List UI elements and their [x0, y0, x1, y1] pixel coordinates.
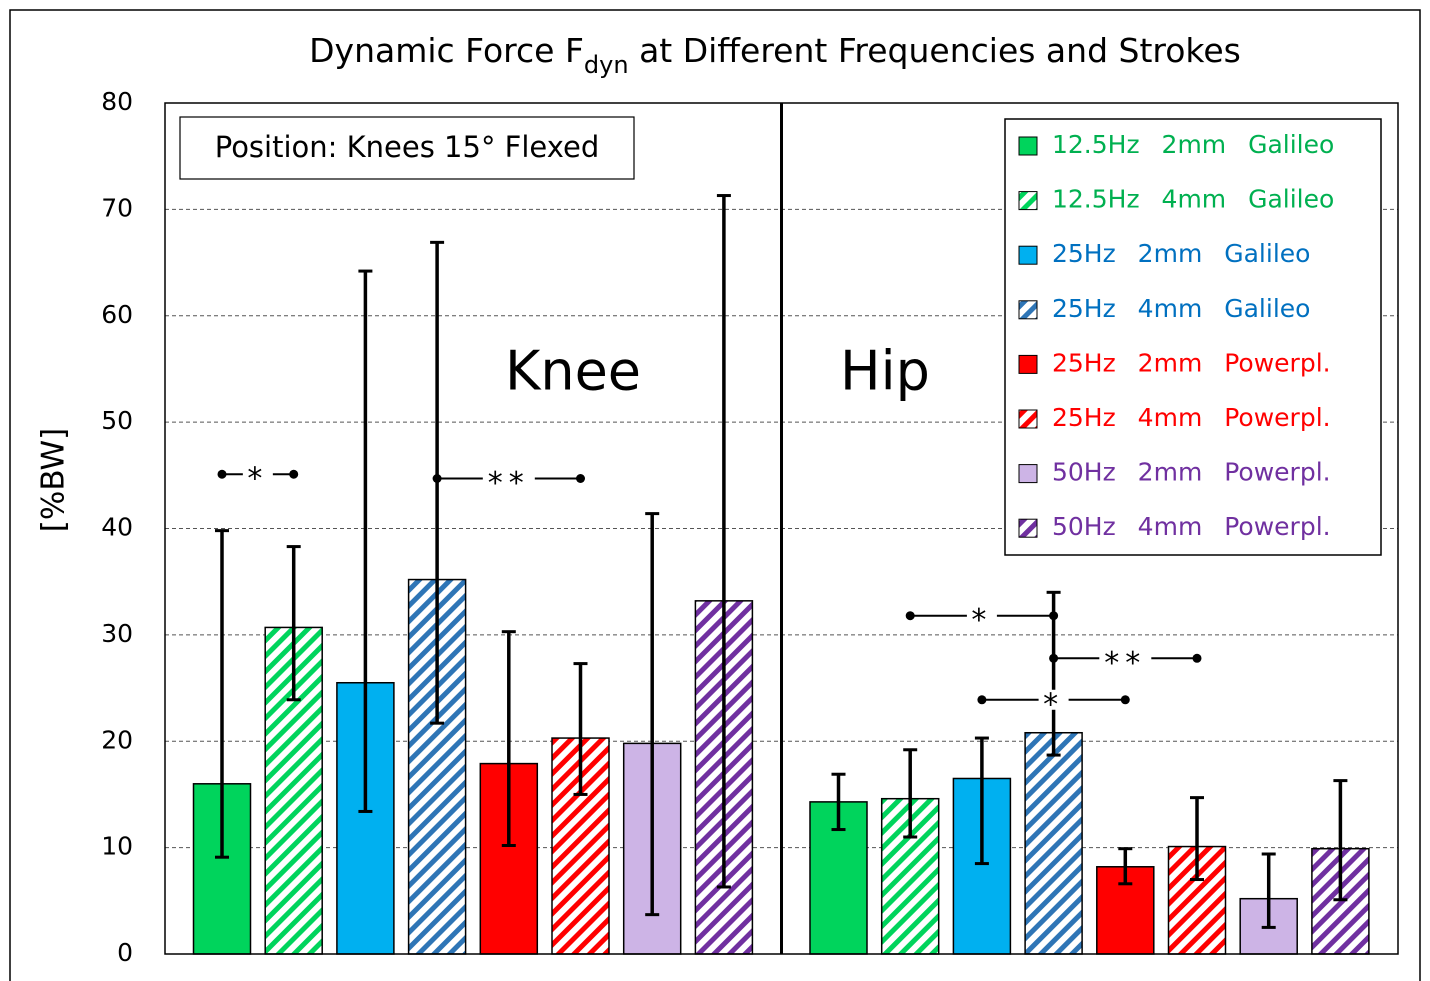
significance-dot [576, 474, 585, 484]
significance-dot [905, 611, 915, 621]
significance-dot [1120, 695, 1130, 705]
significance-label: * [971, 603, 992, 638]
legend-label: 12.5Hz 2mm Galileo [1052, 130, 1334, 159]
legend-swatch [1018, 300, 1038, 320]
bar [880, 797, 940, 955]
significance-label: ** [488, 466, 530, 501]
plot-border [164, 102, 1399, 955]
y-tick-label: 20 [101, 725, 133, 754]
category-label: Knee [505, 340, 641, 403]
legend-swatch [1018, 136, 1038, 156]
legend-swatch [1018, 191, 1038, 211]
y-tick-label: 70 [101, 193, 133, 222]
significance-gap [482, 468, 535, 489]
legend-label: 50Hz 4mm Powerpl. [1052, 512, 1331, 541]
y-tick-label: 80 [101, 87, 133, 116]
title-part: Dynamic Force F [309, 31, 584, 70]
note-box [179, 116, 635, 180]
significance-gap [966, 605, 997, 626]
significance-dot [217, 469, 227, 479]
significance-gap [1038, 689, 1069, 710]
y-tick-label: 30 [101, 619, 133, 648]
significance-label: * [247, 462, 268, 497]
legend-swatch [1018, 518, 1038, 538]
significance-label: * [1043, 687, 1064, 722]
note-text: Position: Knees 15° Flexed [215, 130, 600, 164]
y-tick-label: 40 [101, 513, 133, 542]
legend-label: 25Hz 4mm Galileo [1052, 294, 1310, 323]
y-tick-label: 10 [101, 832, 133, 861]
legend-label: 25Hz 2mm Galileo [1052, 239, 1310, 268]
title-part: dyn [584, 51, 629, 79]
y-tick-label: 50 [101, 406, 133, 435]
legend-swatch [1018, 464, 1038, 484]
legend-box [1004, 118, 1382, 556]
significance-dot [289, 469, 299, 479]
y-tick-label: 0 [117, 938, 133, 967]
y-tick-label: 60 [101, 300, 133, 329]
significance-dot [1049, 653, 1059, 663]
legend-label: 25Hz 4mm Powerpl. [1052, 403, 1331, 432]
title-part: at Different Frequencies and Strokes [629, 31, 1241, 70]
legend-label: 12.5Hz 4mm Galileo [1052, 185, 1334, 214]
significance-dot [432, 474, 442, 484]
significance-dot [1192, 653, 1202, 663]
significance-gap [242, 464, 273, 485]
legend-swatch [1018, 409, 1038, 429]
legend-label: 25Hz 2mm Powerpl. [1052, 348, 1331, 377]
chart-title: Dynamic Force Fdyn at Different Frequenc… [309, 31, 1241, 80]
significance-gap [1099, 648, 1152, 669]
y-axis-label: [%BW] [36, 428, 72, 532]
legend-label: 50Hz 2mm Powerpl. [1052, 458, 1331, 487]
legend-swatch [1018, 245, 1038, 265]
bar [1024, 731, 1083, 955]
legend-swatch [1018, 354, 1038, 374]
category-label: Hip [840, 340, 930, 403]
significance-dot [1049, 611, 1059, 621]
significance-dot [977, 695, 987, 705]
bar [336, 681, 395, 955]
significance-label: ** [1104, 646, 1146, 681]
